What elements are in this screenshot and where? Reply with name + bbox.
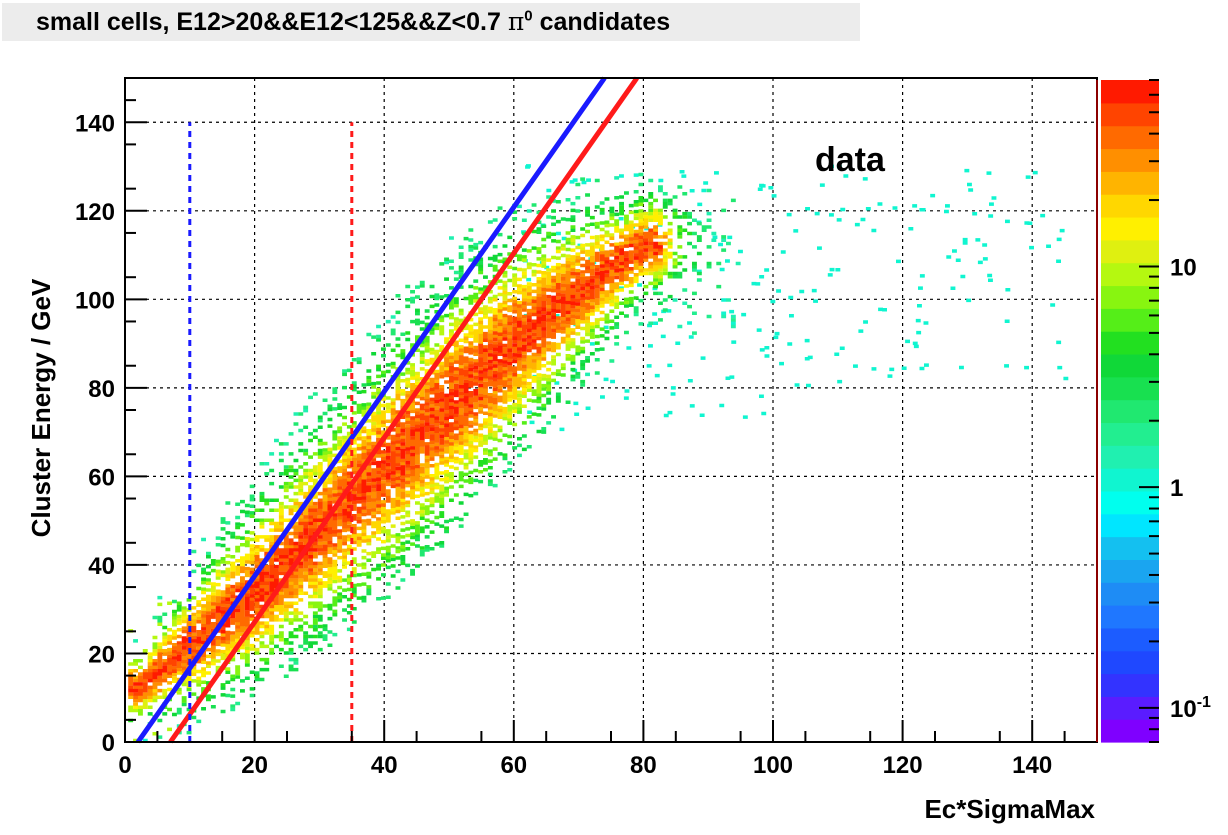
x-tick-label: 120	[883, 752, 923, 779]
heatmap-level-25	[128, 225, 668, 703]
y-tick-label: 120	[75, 199, 115, 226]
colorbar-swatch	[1101, 582, 1159, 606]
colorbar-swatch	[1101, 239, 1159, 264]
colorbar-label: 10-1	[1170, 694, 1211, 723]
colorbar-swatch	[1101, 445, 1159, 469]
title-superscript: 0	[524, 7, 533, 25]
title-box: small cells, E12>20&&E12<125&&Z<0.7 π0 c…	[2, 3, 860, 41]
heatmap-level-26	[128, 231, 663, 700]
overlay-line-0	[135, 76, 607, 744]
colorbar-label: 10	[1170, 254, 1197, 281]
y-tick-label: 0	[102, 730, 115, 757]
chart-title: small cells, E12>20&&E12<125&&Z<0.7 π0 c…	[36, 7, 670, 37]
colorbar-swatch	[1101, 399, 1159, 424]
colorbar-swatch	[1101, 102, 1159, 127]
colorbar-swatch	[1101, 308, 1159, 332]
data-annotation: data	[815, 141, 886, 179]
colorbar: 10-1 1 10	[1096, 79, 1211, 743]
x-tick-label: 100	[753, 752, 793, 779]
colorbar-swatch	[1101, 490, 1159, 515]
colorbar-swatch	[1101, 194, 1159, 218]
colorbar-label: 1	[1170, 475, 1183, 502]
x-tick-label: 60	[500, 752, 527, 779]
colorbar-swatch	[1101, 125, 1159, 150]
heatmap-cells	[128, 164, 1069, 743]
x-axis-title: Ec*SigmaMax	[924, 794, 1095, 824]
heatmap-level-27	[128, 228, 663, 696]
colorbar-swatch	[1101, 216, 1159, 241]
x-tick-label: 80	[630, 752, 657, 779]
colorbar-swatch	[1101, 331, 1159, 355]
y-tick-label: 80	[88, 376, 115, 403]
colorbar-swatch	[1101, 559, 1159, 583]
x-tick-label: 40	[371, 752, 398, 779]
colorbar-swatch	[1101, 513, 1159, 538]
colorbar-swatch	[1101, 262, 1159, 287]
axis-ticks: 0 20 40 60 80 100 120 140 0 20 40 60 80 100 120 140	[75, 99, 1066, 779]
title-suffix: candidates	[532, 8, 671, 36]
overlay-lines	[135, 76, 639, 744]
x-tick-label: 140	[1012, 752, 1052, 779]
colorbar-swatch	[1101, 627, 1159, 652]
colorbar-swatch	[1101, 673, 1159, 697]
colorbar-swatch	[1101, 696, 1159, 720]
y-axis-title: Cluster Energy / GeV	[26, 278, 56, 537]
y-tick-label: 60	[88, 464, 115, 491]
colorbar-swatch	[1101, 719, 1159, 743]
colorbar-swatch	[1101, 80, 1159, 104]
colorbar-swatch	[1101, 285, 1159, 309]
colorbar-swatch	[1101, 650, 1159, 675]
colorbar-swatch	[1101, 422, 1159, 446]
colorbar-swatch	[1101, 605, 1159, 629]
heatmap-level-28	[128, 241, 663, 693]
colorbar-label-exponent: -1	[1197, 694, 1211, 711]
title-symbol: π	[507, 7, 525, 36]
x-tick-label: 20	[241, 752, 268, 779]
colorbar-swatch	[1101, 353, 1159, 378]
y-tick-label: 100	[75, 287, 115, 314]
title-prefix: small cells, E12>20&&E12<125&&Z<0.7	[36, 8, 508, 36]
colorbar-swatch	[1101, 148, 1159, 172]
plot-area	[125, 78, 1097, 742]
colorbar-swatch	[1101, 171, 1159, 195]
colorbar-swatch	[1101, 536, 1159, 560]
overlay-line-1	[168, 76, 639, 744]
x-tick-label: 0	[118, 752, 131, 779]
colorbar-swatch	[1101, 468, 1159, 492]
y-tick-label: 20	[88, 641, 115, 668]
colorbar-swatch	[1101, 376, 1159, 401]
y-tick-label: 140	[75, 110, 115, 137]
y-tick-label: 40	[88, 553, 115, 580]
